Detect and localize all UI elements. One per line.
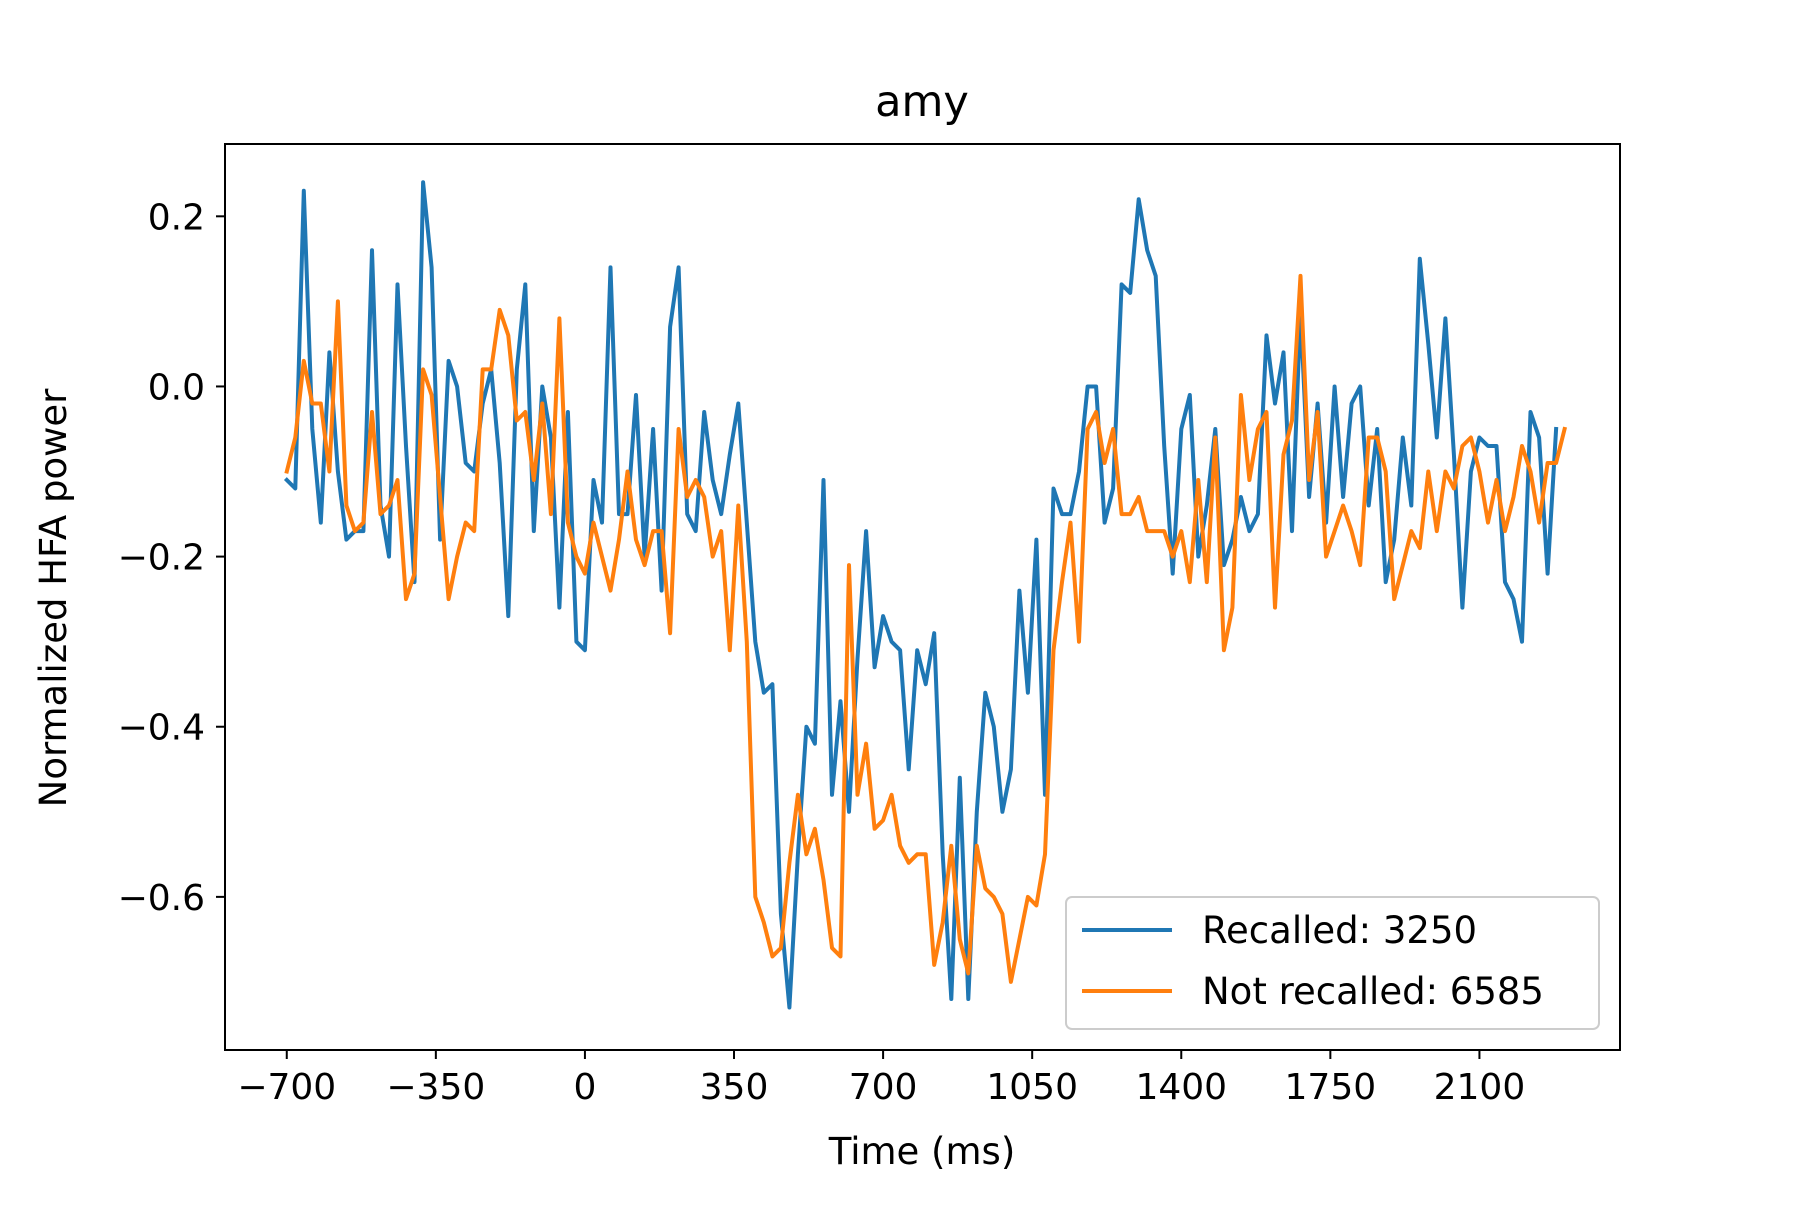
x-tick-label: −350 [386,1067,485,1108]
legend-box [1065,896,1600,1030]
x-tick-label: 350 [700,1067,769,1108]
plot-area [283,180,1568,1010]
y-tick-label: 0.2 [148,197,205,238]
legend-label-not-recalled: Not recalled: 6585 [1202,970,1544,1013]
x-tick-label: 0 [573,1067,596,1108]
chart-title: amy [875,77,969,127]
x-axis-label: Time (ms) [828,1130,1016,1173]
axes-frame [224,143,1621,1051]
y-tick-label: −0.6 [118,878,205,919]
y-tick-label: 0.0 [148,367,205,408]
y-axis-label: Normalized HFA power [32,388,75,808]
x-tick-label: 700 [849,1067,918,1108]
y-tick-label: −0.4 [118,708,205,749]
series-line-not-recalled [284,273,1568,984]
x-tick-label: 1400 [1135,1067,1227,1108]
x-axis: −700 −350 0 350 700 1050 1400 1750 2100 [237,1050,1525,1108]
series-line-recalled [283,180,1559,1010]
legend: Recalled: 3250 Not recalled: 6585 [1065,896,1600,1030]
legend-label-recalled: Recalled: 3250 [1202,909,1477,952]
y-axis: 0.2 0.0 −0.2 −0.4 −0.6 [118,197,225,919]
x-tick-label: 2100 [1434,1067,1526,1108]
x-tick-label: 1750 [1285,1067,1377,1108]
y-tick-label: −0.2 [118,538,205,579]
x-tick-label: 1050 [986,1067,1078,1108]
x-tick-label: −700 [237,1067,336,1108]
